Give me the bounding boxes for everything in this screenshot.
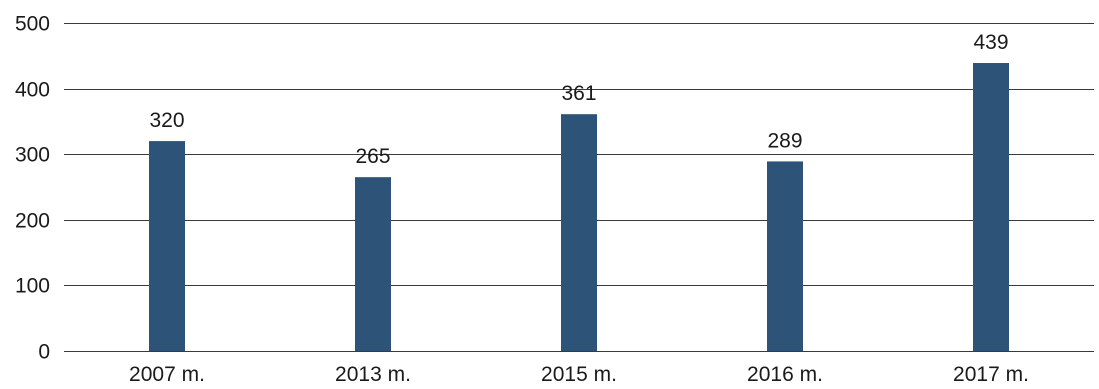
bar-2017-m	[973, 63, 1009, 352]
bar-2007-m	[149, 141, 185, 351]
y-tick-label: 200	[15, 210, 50, 233]
data-label: 361	[561, 82, 596, 105]
x-axis-ticks: 2007 m. 2013 m. 2015 m. 2016 m. 2017 m.	[129, 363, 1029, 386]
y-tick-label: 400	[15, 79, 50, 102]
data-labels: 320 265 361 289 439	[149, 31, 1008, 168]
data-label: 320	[149, 109, 184, 132]
data-label: 439	[973, 31, 1008, 54]
bar-2016-m	[767, 161, 803, 351]
y-tick-label: 300	[15, 144, 50, 167]
data-label: 289	[767, 129, 802, 152]
bar-2013-m	[355, 177, 391, 351]
x-tick-label: 2017 m.	[953, 363, 1029, 386]
bars	[149, 63, 1009, 352]
x-tick-label: 2015 m.	[541, 363, 617, 386]
x-tick-label: 2013 m.	[335, 363, 411, 386]
y-tick-label: 0	[38, 341, 50, 364]
y-tick-label: 100	[15, 275, 50, 298]
x-tick-label: 2016 m.	[747, 363, 823, 386]
data-label: 265	[355, 145, 390, 168]
y-tick-label: 500	[15, 13, 50, 36]
bar-2015-m	[561, 114, 597, 352]
x-tick-label: 2007 m.	[129, 363, 205, 386]
y-axis-ticks: 0 100 200 300 400 500	[15, 13, 50, 364]
